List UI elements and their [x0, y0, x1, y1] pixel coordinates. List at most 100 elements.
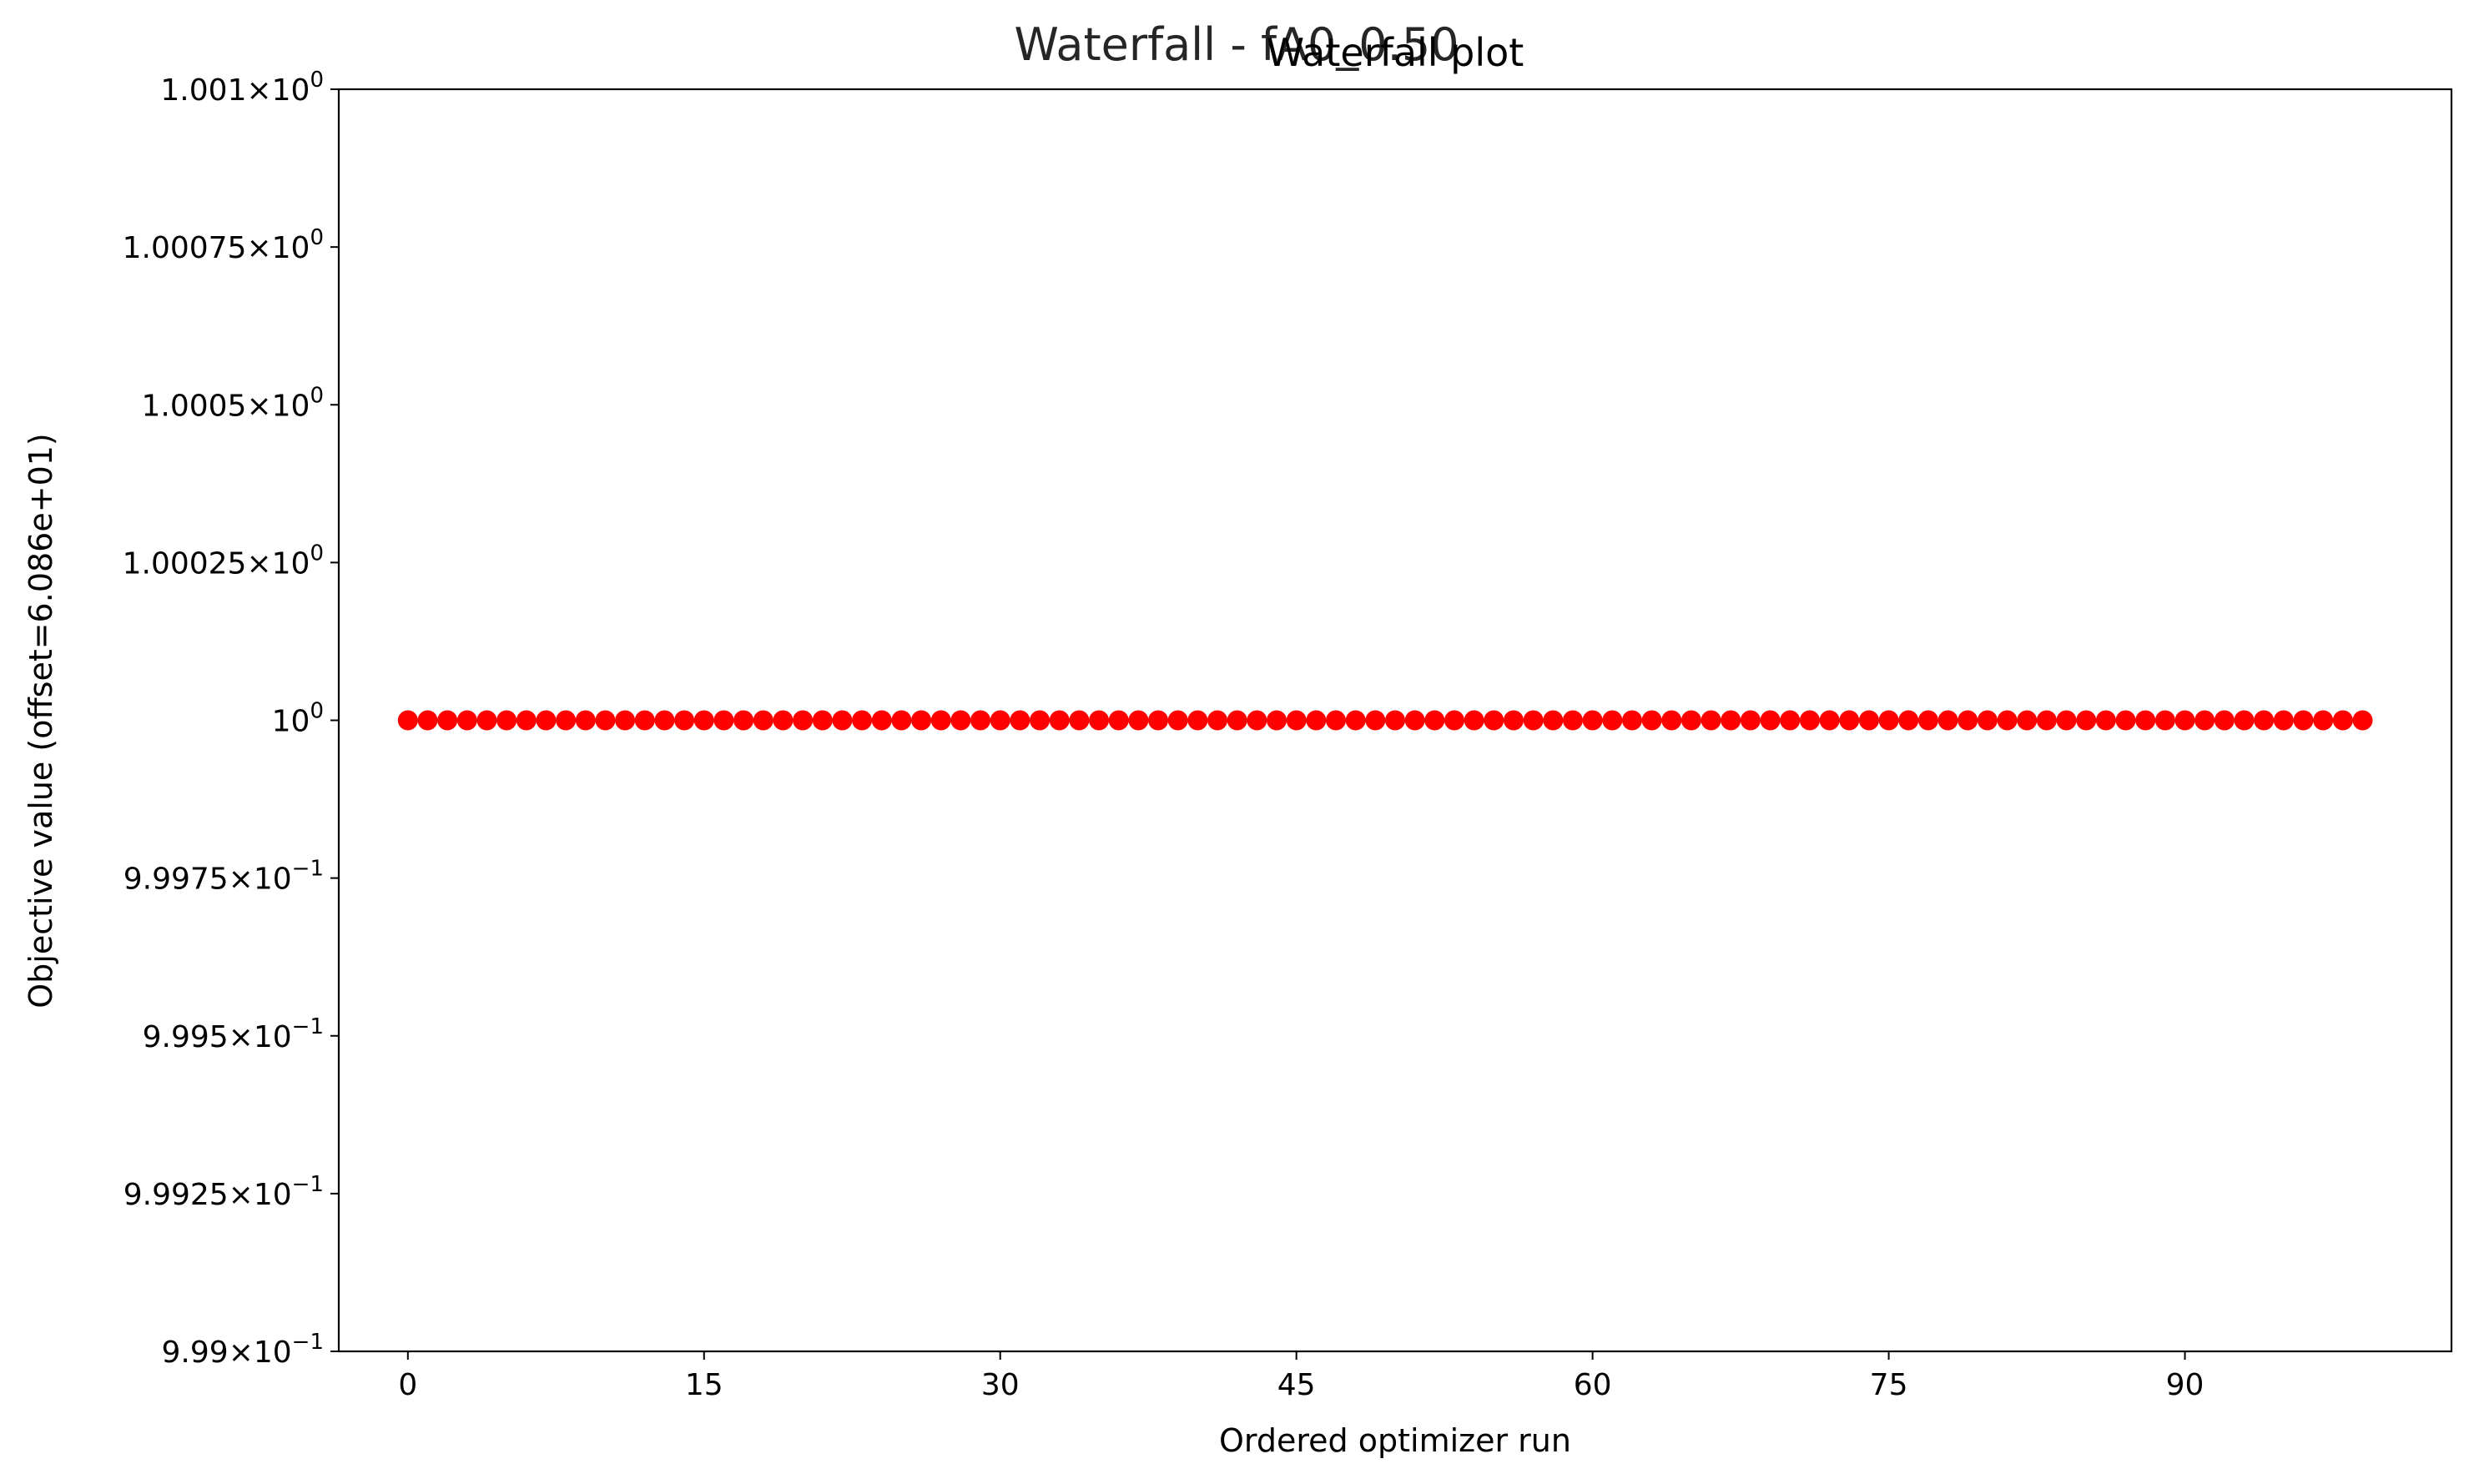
data-point	[2313, 710, 2334, 731]
y-tick-label: 9.99×10−1	[162, 1330, 324, 1370]
data-point	[1345, 710, 1366, 731]
data-point	[753, 710, 773, 731]
x-tick-label: 0	[398, 1368, 417, 1402]
data-point	[911, 710, 932, 731]
data-point	[1760, 710, 1781, 731]
data-point	[1917, 710, 1938, 731]
x-axis-label: Ordered optimizer run	[1219, 1422, 1571, 1459]
data-point	[2293, 710, 2314, 731]
x-tick-label: 30	[981, 1368, 1020, 1402]
data-point	[1621, 710, 1642, 731]
data-point	[2036, 710, 2057, 731]
data-point	[733, 710, 754, 731]
data-point	[1404, 710, 1425, 731]
data-point	[1523, 710, 1544, 731]
data-point	[595, 710, 616, 731]
x-tick-label: 90	[2166, 1368, 2204, 1402]
y-tick-label: 1.00075×100	[123, 225, 324, 265]
y-tick-label: 100	[272, 699, 324, 739]
data-point	[1267, 710, 1287, 731]
data-point	[1680, 710, 1701, 731]
data-point	[1424, 710, 1445, 731]
data-point	[674, 710, 695, 731]
x-tick-label: 75	[1870, 1368, 1908, 1402]
data-point	[1721, 710, 1741, 731]
data-point	[1997, 710, 2018, 731]
data-point	[713, 710, 734, 731]
data-point	[1187, 710, 1208, 731]
y-tick-label: 1.001×100	[160, 68, 324, 108]
data-point	[2194, 710, 2215, 731]
data-point	[693, 710, 714, 731]
data-point	[1128, 710, 1149, 731]
y-tick-label: 9.995×10−1	[143, 1014, 324, 1054]
x-tick-label: 60	[1574, 1368, 1612, 1402]
y-axis-ticks: 1.001×100 1.00075×100 1.0005×100 1.00025×10…	[123, 68, 339, 1370]
data-point	[1799, 710, 1820, 731]
data-point	[1819, 710, 1840, 731]
data-point	[812, 710, 833, 731]
data-point	[1365, 710, 1386, 731]
data-point	[654, 710, 675, 731]
data-point	[1858, 710, 1879, 731]
data-point	[990, 710, 1010, 731]
data-point	[1562, 710, 1583, 731]
data-point	[634, 710, 655, 731]
data-point	[575, 710, 596, 731]
data-point	[1740, 710, 1761, 731]
data-point	[1582, 710, 1603, 731]
data-point	[1839, 710, 1860, 731]
data-point	[852, 710, 873, 731]
data-point	[1049, 710, 1070, 731]
data-point	[1484, 710, 1504, 731]
data-point	[1661, 710, 1682, 731]
y-tick-label: 9.9975×10−1	[123, 857, 324, 897]
data-point	[1464, 710, 1484, 731]
data-point	[1247, 710, 1267, 731]
data-point	[2174, 710, 2195, 731]
data-point	[417, 710, 438, 731]
data-point	[793, 710, 814, 731]
data-point	[397, 710, 418, 731]
data-point	[2234, 710, 2255, 731]
data-point	[2076, 710, 2097, 731]
data-point	[476, 710, 497, 731]
data-point	[556, 710, 577, 731]
data-point	[1207, 710, 1228, 731]
data-point	[1167, 710, 1188, 731]
data-point	[1385, 710, 1405, 731]
data-point	[1286, 710, 1307, 731]
y-tick-label: 1.00025×100	[123, 541, 324, 581]
data-point	[1878, 710, 1899, 731]
data-point	[456, 710, 477, 731]
data-point	[1543, 710, 1564, 731]
data-point	[970, 710, 991, 731]
axes-title: Waterfall plot	[1267, 30, 1524, 75]
data-point	[2017, 710, 2038, 731]
x-tick-label: 45	[1277, 1368, 1316, 1402]
data-point	[1108, 710, 1129, 731]
data-point	[1937, 710, 1958, 731]
data-point	[437, 710, 458, 731]
data-point	[1444, 710, 1464, 731]
data-point	[773, 710, 794, 731]
data-point	[1602, 710, 1623, 731]
y-tick-label: 9.9925×10−1	[123, 1172, 324, 1212]
data-point	[832, 710, 853, 731]
data-point	[1503, 710, 1524, 731]
data-point	[1977, 710, 1998, 731]
data-point	[1326, 710, 1347, 731]
data-point	[1227, 710, 1247, 731]
x-axis-ticks: 0 15 30 45 60 75 90	[398, 1351, 2204, 1402]
data-point	[1306, 710, 1327, 731]
data-point	[950, 710, 971, 731]
data-point	[2056, 710, 2077, 731]
x-tick-label: 15	[685, 1368, 723, 1402]
data-point	[891, 710, 912, 731]
data-point	[2273, 710, 2294, 731]
data-point	[1089, 710, 1110, 731]
data-point	[1010, 710, 1030, 731]
data-point	[2332, 710, 2353, 731]
